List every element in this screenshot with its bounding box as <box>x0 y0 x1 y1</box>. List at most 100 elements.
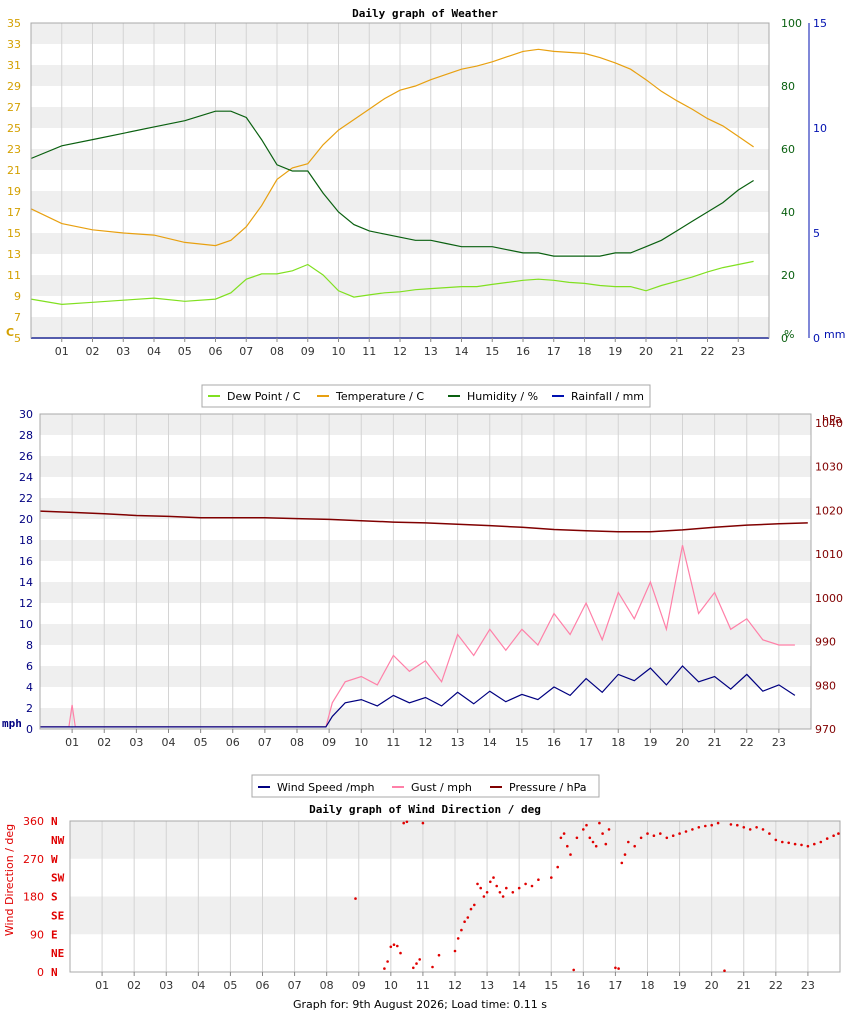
chart2-left-tick-label: 14 <box>19 576 33 589</box>
chart1-left-tick-label: 17 <box>7 206 21 219</box>
wind-direction-point <box>585 823 588 827</box>
chart1-left-unit: C <box>6 326 14 339</box>
chart1-legend-label: Rainfall / mm <box>571 390 644 403</box>
chart2-x-tick-label: 19 <box>643 736 657 749</box>
chart2-x-tick-label: 18 <box>611 736 625 749</box>
wind-direction-point <box>800 843 803 847</box>
wind-direction-point <box>569 853 572 856</box>
chart1-x-tick-label: 01 <box>55 345 69 358</box>
chart2-left-tick-label: 4 <box>26 681 33 694</box>
chart1-left-tick-label: 27 <box>7 101 21 114</box>
chart3-x-tick-label: 20 <box>705 979 719 992</box>
chart1-axes: 01 02 03 04 05 06 07 08 09 10 11 12 13 14 15 16 17 18 19 20… <box>7 17 827 358</box>
wind-direction-point <box>825 837 829 840</box>
wind-direction-point <box>559 836 563 840</box>
chart2-left-tick-label: 30 <box>19 408 33 421</box>
chart1-x-tick-label: 04 <box>147 345 161 358</box>
wind-direction-point <box>806 844 810 848</box>
chart1-rain-tick-label: 10 <box>813 122 827 135</box>
chart1-x-tick-label: 03 <box>116 345 130 358</box>
wind-direction-point <box>614 966 617 970</box>
wind-direction-point <box>566 844 569 848</box>
wind-direction-point <box>598 821 601 825</box>
wind-direction-point <box>601 832 604 835</box>
chart1-left-tick-label: 25 <box>7 122 21 135</box>
wind-direction-point <box>575 836 579 840</box>
wind-direction-point <box>492 876 495 879</box>
wind-direction-point <box>556 865 559 869</box>
wind-direction-point <box>495 884 499 888</box>
chart3-y-tick-label: 270 <box>23 853 44 866</box>
chart1-left-tick-label: 5 <box>14 332 21 345</box>
chart3-compass-label: SE <box>51 909 64 922</box>
wind-direction-point <box>431 965 434 969</box>
chart1-left-tick-label: 9 <box>14 290 21 303</box>
chart3-y-tick-label: 90 <box>30 928 44 941</box>
wind-direction-point <box>665 836 669 840</box>
chart3-x-tick-label: 16 <box>576 979 590 992</box>
chart3-compass-label: NE <box>51 947 64 960</box>
chart2-x-tick-label: 15 <box>515 736 529 749</box>
chart2-x-tick-label: 20 <box>676 736 690 749</box>
wind-direction-point <box>787 841 790 845</box>
wind-direction-point <box>748 828 752 831</box>
chart3-x-tick-label: 18 <box>641 979 655 992</box>
chart3-x-tick-label: 19 <box>673 979 687 992</box>
chart2-x-tick-label: 21 <box>708 736 722 749</box>
wind-direction-point <box>466 916 470 919</box>
chart3-x-tick-label: 01 <box>95 979 109 992</box>
wind-direction-point <box>659 832 662 835</box>
chart2-x-tick-label: 08 <box>290 736 304 749</box>
wind-direction-point <box>489 880 492 884</box>
chart2-axes: 01 02 03 04 05 06 07 08 09 10 11 12 13 14 15 16 17 18 19 20… <box>19 408 843 749</box>
wind-direction-point <box>623 853 627 856</box>
chart2-left-unit: mph <box>2 717 22 730</box>
wind-direction-point <box>588 836 592 840</box>
chart3-x-tick-label: 06 <box>256 979 270 992</box>
chart2-legend-label: Pressure / hPa <box>509 781 587 794</box>
chart1-x-tick-label: 10 <box>332 345 346 358</box>
wind-direction-point <box>389 945 393 949</box>
chart3-compass-label: E <box>51 928 58 941</box>
chart1-left-tick-label: 19 <box>7 185 21 198</box>
wind-direction-point <box>697 826 701 829</box>
chart2-left-tick-label: 28 <box>19 429 33 442</box>
chart2-x-tick-label: 17 <box>579 736 593 749</box>
chart1-left-tick-label: 13 <box>7 248 21 261</box>
wind-direction-point <box>530 884 534 888</box>
chart2-right-tick-label: 1010 <box>815 548 843 561</box>
wind-direction-point <box>399 951 402 955</box>
chart2-x-tick-label: 14 <box>483 736 497 749</box>
wind-direction-point <box>723 969 726 972</box>
chart3-compass-label: S <box>51 891 58 904</box>
chart2-left-tick-label: 8 <box>26 639 33 652</box>
chart3-x-tick-label: 22 <box>769 979 783 992</box>
chart1-x-tick-label: 20 <box>639 345 653 358</box>
chart1-x-tick-label: 16 <box>516 345 530 358</box>
chart2-series <box>39 510 808 728</box>
chart1-humidity-tick-label: 60 <box>781 143 795 156</box>
chart1-humidity-tick-label: 40 <box>781 206 795 219</box>
wind-direction-point <box>607 828 611 831</box>
wind-direction-point <box>562 832 566 835</box>
wind-direction-point <box>473 903 476 907</box>
wind-direction-point <box>572 968 575 972</box>
chart1-humidity-tick-label: 80 <box>781 80 795 93</box>
chart2-x-tick-label: 11 <box>386 736 400 749</box>
chart3-axes: 01 02 03 04 05 06 07 08 09 10 11 12 13 14 15 16 17 18 19 20… <box>23 815 815 992</box>
wind-direction-point <box>652 834 656 837</box>
dew-point-line <box>30 260 754 306</box>
chart2-x-tick-label: 05 <box>194 736 208 749</box>
chart2-left-tick-label: 16 <box>19 555 33 568</box>
chart2-x-tick-label: 01 <box>65 736 79 749</box>
wind-direction-point <box>684 830 688 833</box>
chart1-vertical-grid <box>61 23 739 338</box>
chart3-y-label: Wind Direction / deg <box>3 824 16 936</box>
wind-direction-point <box>485 891 489 894</box>
wind-direction-point <box>383 967 386 970</box>
wind-direction-point <box>469 907 473 911</box>
wind-direction-point <box>755 826 758 829</box>
chart2-x-tick-label: 03 <box>129 736 143 749</box>
wind-direction-point <box>463 920 466 923</box>
chart3-x-tick-label: 11 <box>416 979 430 992</box>
